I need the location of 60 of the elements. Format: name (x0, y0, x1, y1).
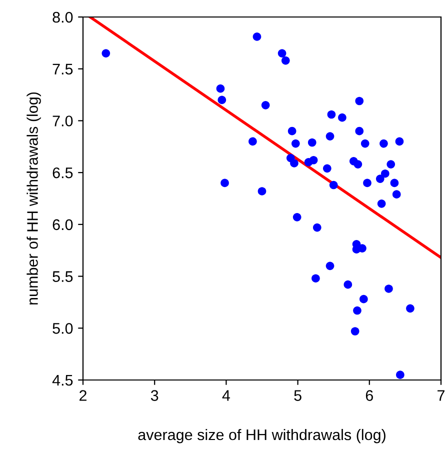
point (261, 100, 270, 110)
point (377, 200, 386, 208)
point (360, 294, 368, 304)
x-tick-label: 5 (294, 390, 302, 401)
y-tick-label: 5.0 (52, 323, 73, 334)
y-tick-label: 6.5 (52, 167, 73, 178)
point (102, 49, 110, 58)
point (386, 160, 396, 168)
point (355, 126, 364, 136)
point (380, 169, 390, 178)
point (322, 164, 332, 173)
point (308, 138, 316, 147)
point (216, 84, 225, 93)
point (292, 213, 302, 222)
point (281, 56, 290, 65)
point (392, 190, 401, 199)
x-axis-title: average size of HH withdrawals (log) (138, 428, 386, 444)
y-tick-label: 8.0 (52, 12, 73, 23)
point (390, 178, 399, 188)
y-tick-label: 4.5 (52, 375, 73, 386)
point (396, 370, 404, 379)
point (360, 139, 370, 148)
point (312, 274, 320, 283)
x-tick-label: 6 (366, 390, 373, 401)
point (329, 180, 338, 190)
point (355, 96, 364, 106)
point (290, 159, 298, 168)
point (338, 113, 346, 122)
point (353, 306, 362, 315)
point (258, 187, 266, 196)
point (278, 49, 286, 58)
point (218, 96, 226, 104)
x-tick-label: 4 (222, 390, 230, 401)
point (326, 132, 334, 140)
point (350, 327, 360, 336)
x-tick-label: 3 (150, 390, 158, 401)
x-tick-label: 2 (80, 390, 86, 401)
point (395, 137, 404, 146)
y-tick-label: 7.5 (52, 64, 73, 75)
point (312, 223, 322, 232)
point (291, 139, 300, 148)
point (354, 160, 362, 168)
y-tick-label: 6.0 (52, 219, 73, 230)
point (406, 304, 414, 313)
point (309, 156, 318, 164)
point (326, 262, 334, 270)
point (363, 178, 372, 188)
point (376, 174, 384, 183)
point (380, 139, 388, 148)
x-tick-label: 7 (438, 390, 444, 401)
y-axis-title: number of HH withdrawals (log) (26, 92, 41, 304)
point (327, 110, 336, 119)
y-tick-label: 7.0 (52, 116, 73, 126)
point (384, 284, 393, 293)
point (344, 280, 352, 289)
point (248, 137, 257, 146)
point (288, 126, 296, 136)
point (252, 32, 262, 41)
point (220, 178, 229, 188)
y-tick-label: 5.5 (52, 271, 73, 282)
